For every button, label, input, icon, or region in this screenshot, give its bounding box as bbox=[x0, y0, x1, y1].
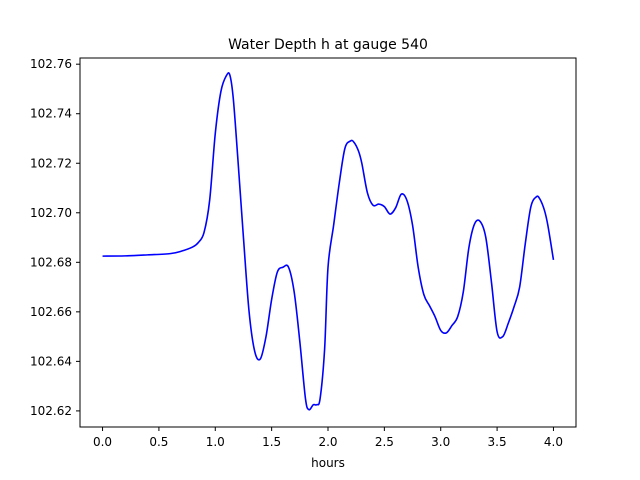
x-axis: 0.0 0.5 1.0 1.5 2.0 2.5 3.0 3.5 4.0 bbox=[93, 427, 563, 449]
y-tick-label: 102.64 bbox=[30, 354, 72, 368]
x-tick-label: 0.5 bbox=[149, 435, 168, 449]
chart-title: Water Depth h at gauge 540 bbox=[228, 37, 428, 53]
x-tick-label: 3.0 bbox=[431, 435, 450, 449]
x-tick-label: 2.5 bbox=[375, 435, 394, 449]
x-tick-label: 0.0 bbox=[93, 435, 112, 449]
y-tick-label: 102.76 bbox=[30, 57, 72, 71]
x-axis-label: hours bbox=[311, 456, 345, 470]
x-tick-label: 2.0 bbox=[318, 435, 337, 449]
y-tick-label: 102.74 bbox=[30, 107, 72, 121]
x-tick-label: 3.5 bbox=[488, 435, 507, 449]
y-tick-label: 102.70 bbox=[30, 206, 72, 220]
y-axis: 102.62 102.64 102.66 102.68 102.70 102.72 102.… bbox=[30, 57, 80, 418]
series-line bbox=[102, 72, 555, 411]
x-tick-label: 1.0 bbox=[206, 435, 225, 449]
y-tick-label: 102.62 bbox=[30, 404, 72, 418]
y-tick-label: 102.72 bbox=[30, 156, 72, 170]
y-tick-label: 102.68 bbox=[30, 255, 72, 269]
x-tick-label: 1.5 bbox=[262, 435, 281, 449]
x-tick-label: 4.0 bbox=[544, 435, 563, 449]
y-tick-label: 102.66 bbox=[30, 305, 72, 319]
